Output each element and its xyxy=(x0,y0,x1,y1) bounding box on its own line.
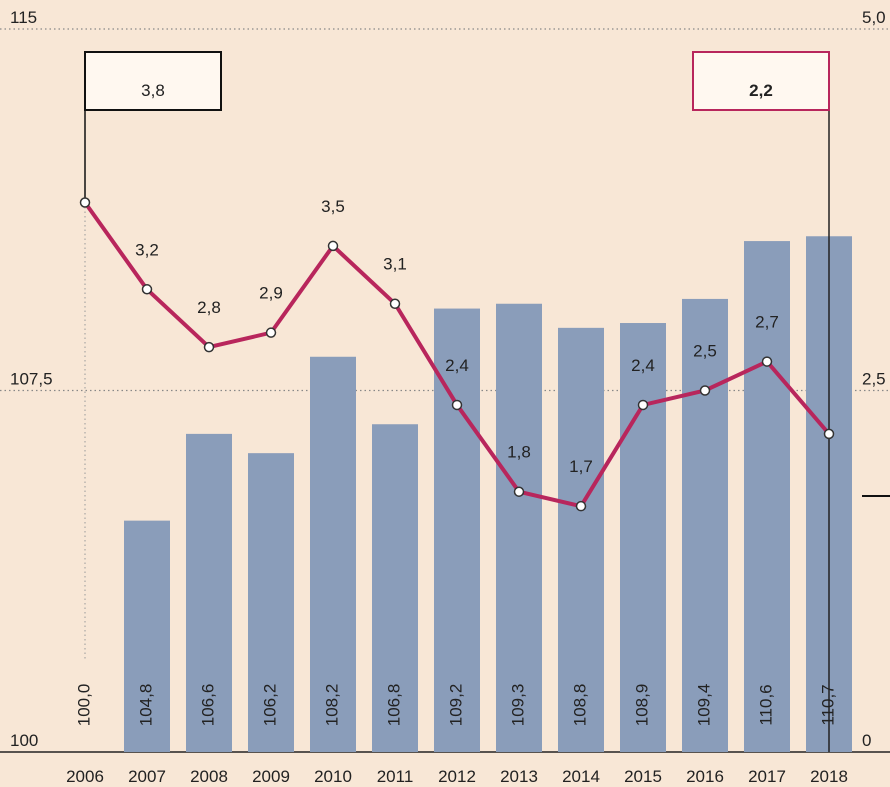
boxed-value-label: 3,8 xyxy=(141,81,165,100)
x-tick-label: 2010 xyxy=(314,767,352,786)
bar-label: 109,4 xyxy=(694,684,713,727)
x-tick-label: 2011 xyxy=(377,767,414,786)
y-tick-label: 100 xyxy=(10,731,38,750)
bar-label: 104,8 xyxy=(136,684,155,727)
bar-label: 108,2 xyxy=(322,684,341,727)
y2-tick-label: 2,5 xyxy=(862,370,886,389)
x-tick-label: 2017 xyxy=(748,767,786,786)
x-tick-label: 2006 xyxy=(66,767,104,786)
point-label: 2,9 xyxy=(259,284,283,303)
point-label: 2,4 xyxy=(631,356,655,375)
bar xyxy=(620,323,666,752)
bar xyxy=(744,241,790,752)
bar xyxy=(186,433,232,752)
boxed-value-label: 2,2 xyxy=(749,81,773,100)
x-tick-label: 2008 xyxy=(190,767,228,786)
point-label: 3,2 xyxy=(135,240,159,259)
bar xyxy=(124,520,170,752)
value-box xyxy=(692,51,830,111)
point-label: 1,8 xyxy=(507,443,531,462)
point-label: 3,1 xyxy=(383,255,407,274)
bar-label: 110,6 xyxy=(756,684,775,725)
bar-label: 110,7 xyxy=(818,684,837,725)
point-label: 2,5 xyxy=(693,342,717,361)
point-label: 2,7 xyxy=(755,313,779,332)
point xyxy=(203,341,215,353)
point xyxy=(265,327,277,338)
x-tick-label: 2015 xyxy=(624,767,662,786)
point-label: 2,4 xyxy=(445,356,469,375)
point-label: 3,5 xyxy=(321,197,345,216)
bar xyxy=(310,356,356,752)
bar xyxy=(496,303,542,752)
x-tick-label: 2016 xyxy=(686,767,724,786)
bar-label: 106,6 xyxy=(198,684,217,727)
bar xyxy=(372,424,418,752)
x-tick-label: 2012 xyxy=(438,767,476,786)
point xyxy=(79,197,91,208)
point xyxy=(761,356,773,367)
bar xyxy=(682,298,728,752)
point xyxy=(327,240,339,252)
bar xyxy=(248,453,294,752)
x-tick-label: 2007 xyxy=(128,767,166,786)
point-label: 2,8 xyxy=(197,298,221,317)
bar-label: 106,8 xyxy=(384,684,403,727)
bar-label: 100,0 xyxy=(74,684,93,727)
point xyxy=(575,500,587,512)
y2-tick-label: 0 xyxy=(862,731,871,750)
bar-label: 106,2 xyxy=(260,684,279,727)
x-tick-label: 2009 xyxy=(252,767,290,786)
x-tick-label: 2013 xyxy=(500,767,538,786)
bar-label: 109,3 xyxy=(508,684,527,727)
value-box xyxy=(84,51,222,111)
point xyxy=(451,399,463,411)
x-tick-label: 2018 xyxy=(810,767,848,786)
bar-label: 109,2 xyxy=(446,684,465,727)
point xyxy=(513,486,525,497)
y2-tick-label: 5,0 xyxy=(862,8,886,27)
point xyxy=(699,385,711,396)
point xyxy=(637,399,649,411)
bar xyxy=(558,327,604,752)
x-tick-label: 2014 xyxy=(562,767,600,786)
point-label: 1,7 xyxy=(569,457,593,476)
bar-label: 108,8 xyxy=(570,684,589,727)
y-tick-label: 107,5 xyxy=(10,370,53,389)
point xyxy=(141,284,153,295)
y-tick-label: 115 xyxy=(10,8,37,27)
point xyxy=(389,298,401,309)
bar-label: 108,9 xyxy=(632,684,651,727)
point xyxy=(823,428,835,440)
